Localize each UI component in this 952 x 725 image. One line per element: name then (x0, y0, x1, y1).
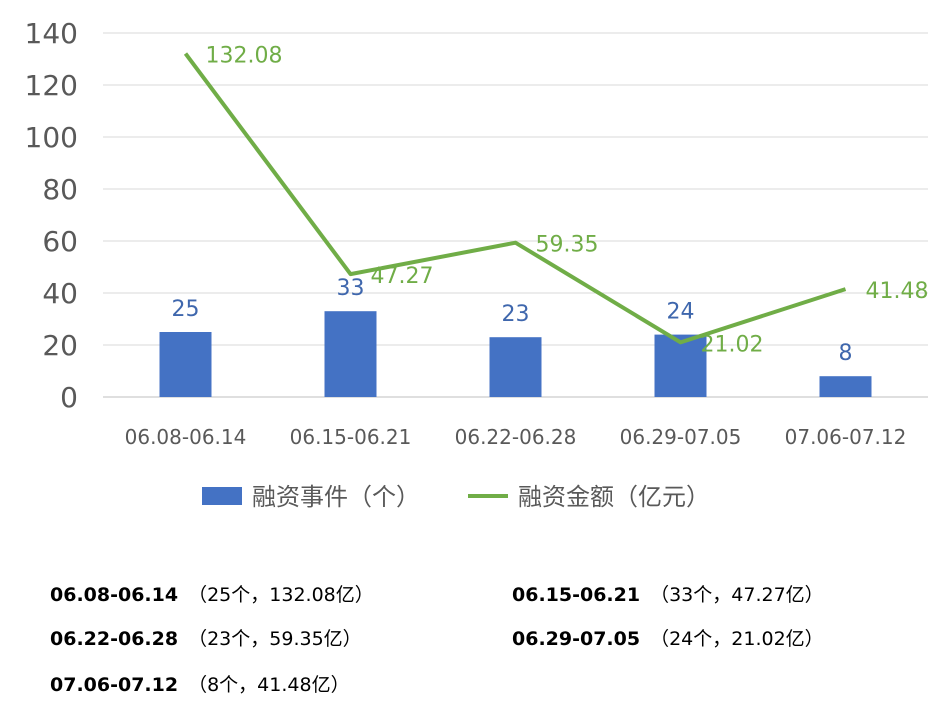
note-detail: （24个，21.02亿） (650, 628, 824, 650)
y-tick-label: 20 (42, 329, 78, 362)
x-tick-label: 07.06-07.12 (785, 425, 907, 449)
note-item: 06.15-06.21 （33个，47.27亿） (512, 580, 824, 607)
note-detail: （8个，41.48亿） (188, 674, 350, 696)
x-tick-label: 06.08-06.14 (125, 425, 247, 449)
y-tick-label: 80 (42, 173, 78, 206)
legend-line-label: 融资金额（亿元） (518, 483, 710, 511)
note-period: 06.29-07.05 (512, 628, 641, 650)
line-series (183, 52, 847, 345)
bar (324, 311, 377, 397)
legend-bar-label: 融资事件（个） (252, 483, 420, 511)
chart: 0 20 40 60 80 100 120 140 06.08-06.14 06.15-06.21… (25, 17, 929, 511)
bar-data-label: 33 (337, 276, 365, 301)
line-data-label: 21.02 (701, 332, 764, 357)
line-data-label: 47.27 (371, 264, 434, 289)
note-item: 06.08-06.14 （25个，132.08亿） (50, 580, 374, 607)
legend-bar-swatch (202, 487, 242, 505)
y-tick-label: 40 (42, 277, 78, 310)
note-period: 07.06-07.12 (50, 674, 179, 696)
y-tick-label: 100 (25, 121, 78, 154)
bar-data-label: 8 (839, 341, 853, 366)
y-tick-label: 140 (25, 17, 78, 50)
note-item: 06.22-06.28 （23个，59.35亿） (50, 624, 362, 651)
note-item: 07.06-07.12 （8个，41.48亿） (50, 670, 350, 697)
x-tick-label: 06.29-07.05 (620, 425, 742, 449)
line-data-label: 41.48 (866, 279, 929, 304)
line-data-label: 59.35 (536, 233, 599, 258)
bar (819, 376, 872, 397)
x-tick-label: 06.15-06.21 (290, 425, 412, 449)
bar (654, 334, 707, 397)
y-tick-label: 0 (60, 381, 78, 414)
note-period: 06.15-06.21 (512, 584, 641, 606)
note-period: 06.22-06.28 (50, 628, 179, 650)
bar-data-label: 24 (667, 300, 695, 325)
note-item: 06.29-07.05 （24个，21.02亿） (512, 624, 824, 651)
bar (489, 337, 542, 397)
bar-data-label: 23 (502, 302, 530, 327)
bar-data-label: 25 (172, 297, 200, 322)
note-detail: （23个，59.35亿） (188, 628, 362, 650)
x-tick-label: 06.22-06.28 (455, 425, 577, 449)
note-period: 06.08-06.14 (50, 584, 179, 606)
note-detail: （25个，132.08亿） (188, 584, 374, 606)
note-detail: （33个，47.27亿） (650, 584, 824, 606)
line-data-label: 132.08 (206, 44, 283, 69)
bar (159, 332, 212, 397)
y-tick-label: 60 (42, 225, 78, 258)
y-tick-label: 120 (25, 69, 78, 102)
